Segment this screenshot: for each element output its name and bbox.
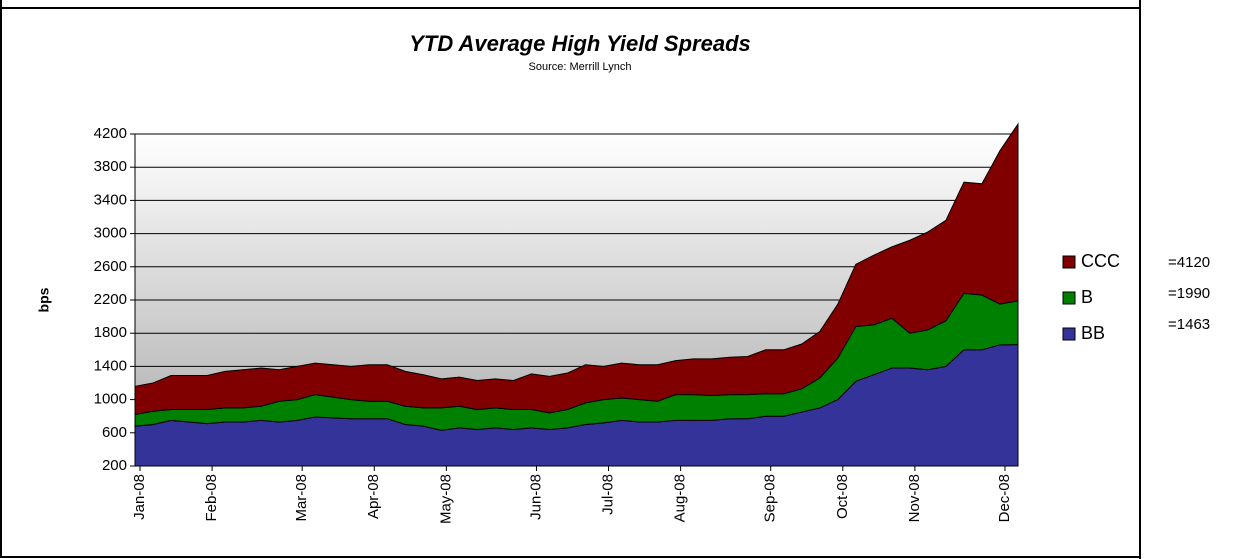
- chart-title: YTD Average High Yield Spreads: [409, 31, 751, 56]
- y-tick-label: 1800: [94, 324, 127, 341]
- x-tick-label: Jan-08: [131, 474, 148, 520]
- x-tick-label: Mar-08: [293, 474, 310, 522]
- area: [134, 122, 1019, 416]
- y-tick-label: 1400: [94, 357, 127, 374]
- x-tick-label: Nov-08: [906, 474, 923, 522]
- y-tick-label: 200: [102, 457, 127, 474]
- x-tick-label: Sep-08: [762, 474, 779, 522]
- x-tick-label: May-08: [437, 474, 454, 524]
- annotation: =1990: [1168, 285, 1210, 302]
- x-tick-label: Feb-08: [203, 474, 220, 522]
- legend-swatch: [1062, 291, 1076, 305]
- legend-label: B: [1081, 287, 1093, 307]
- chart-subtitle: Source: Merrill Lynch: [529, 61, 632, 73]
- y-tick-label: 2200: [94, 291, 127, 308]
- legend-label: CCC: [1081, 251, 1120, 271]
- legend-label: BB: [1081, 323, 1105, 343]
- y-tick-label: 4200: [94, 125, 127, 142]
- legend-swatch: [1062, 255, 1076, 269]
- y-tick-label: 600: [102, 424, 127, 441]
- y-tick-label: 2600: [94, 258, 127, 275]
- annotation: =4120: [1168, 254, 1210, 271]
- x-tick-label: Oct-08: [834, 474, 851, 519]
- y-tick-label: 3000: [94, 225, 127, 242]
- y-tick-label: 3800: [94, 158, 127, 175]
- x-tick-label: Jun-08: [527, 474, 544, 520]
- legend-swatch: [1062, 327, 1076, 341]
- x-tick-label: Dec-08: [996, 474, 1013, 522]
- y-tick-label: 3400: [94, 191, 127, 208]
- x-tick-label: Aug-08: [672, 474, 689, 522]
- y-tick-label: 1000: [94, 391, 127, 408]
- x-tick-label: Jul-08: [599, 474, 616, 515]
- x-tick-label: Apr-08: [365, 474, 382, 519]
- annotation: =1463: [1168, 316, 1210, 333]
- y-axis-title: bps: [36, 287, 52, 312]
